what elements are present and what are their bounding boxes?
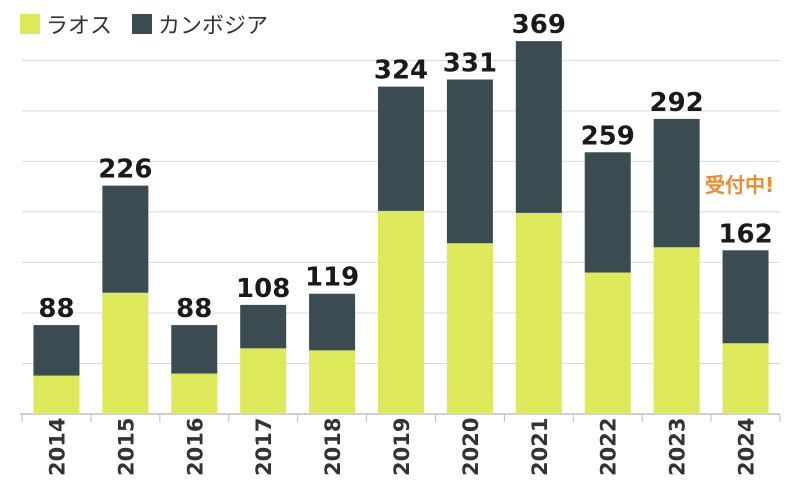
- bar-cambodia-2024: [722, 250, 769, 344]
- total-label-2018: 119: [305, 263, 359, 293]
- total-label-2014: 88: [38, 294, 74, 324]
- bar-cambodia-2021: [515, 41, 562, 213]
- bar-laos-2023: [653, 247, 700, 414]
- x-tick-label-2023: 2023: [666, 418, 690, 476]
- x-tick-label-2015: 2015: [114, 418, 138, 476]
- x-tick-label-2024: 2024: [735, 418, 759, 476]
- legend-item-laos: ラオス: [20, 8, 112, 40]
- total-label-2020: 331: [443, 49, 497, 79]
- legend-label-cambodia: カンボジア: [158, 14, 269, 39]
- total-label-2016: 88: [176, 294, 212, 324]
- bar-cambodia-2017: [240, 304, 287, 349]
- bar-cambodia-2015: [102, 185, 149, 293]
- bar-laos-2016: [171, 373, 218, 414]
- bar-laos-2015: [102, 292, 149, 414]
- total-label-2021: 369: [512, 10, 566, 40]
- bar-laos-2014: [33, 375, 80, 414]
- annotation-label: 受付中!: [705, 173, 774, 197]
- total-label-2019: 324: [374, 56, 428, 86]
- bar-cambodia-2019: [378, 86, 424, 211]
- bar-laos-2022: [584, 272, 631, 414]
- x-tick-label-2018: 2018: [321, 418, 345, 476]
- total-label-2023: 292: [649, 88, 703, 118]
- x-tick-label-2017: 2017: [252, 418, 276, 476]
- bar-laos-2017: [240, 348, 287, 414]
- bar-cambodia-2022: [584, 152, 631, 273]
- legend-label-laos: ラオス: [46, 14, 113, 39]
- bar-cambodia-2023: [653, 118, 700, 248]
- bar-laos-2018: [309, 350, 356, 414]
- bar-laos-2020: [446, 243, 493, 414]
- x-tick-label-2022: 2022: [597, 418, 621, 476]
- bar-cambodia-2016: [171, 325, 218, 374]
- bar-laos-2021: [515, 212, 562, 414]
- x-tick-label-2014: 2014: [45, 418, 69, 476]
- x-tick-label-2019: 2019: [390, 418, 414, 476]
- bar-cambodia-2018: [309, 293, 356, 351]
- bar-laos-2024: [722, 343, 769, 414]
- legend-swatch-cambodia: [132, 14, 153, 34]
- total-label-2024: 162: [718, 219, 772, 249]
- bar-laos-2019: [378, 210, 424, 414]
- x-tick-label-2016: 2016: [183, 418, 207, 476]
- total-label-2017: 108: [236, 274, 290, 304]
- bar-cambodia-2014: [33, 325, 80, 376]
- legend: ラオス カンボジア: [20, 8, 282, 40]
- legend-swatch-laos: [20, 14, 40, 34]
- total-label-2015: 226: [98, 155, 152, 185]
- total-label-2022: 259: [581, 121, 635, 151]
- bar-cambodia-2020: [446, 79, 493, 244]
- legend-item-cambodia: カンボジア: [132, 8, 268, 40]
- x-tick-label-2021: 2021: [528, 418, 552, 476]
- x-tick-label-2020: 2020: [459, 418, 483, 476]
